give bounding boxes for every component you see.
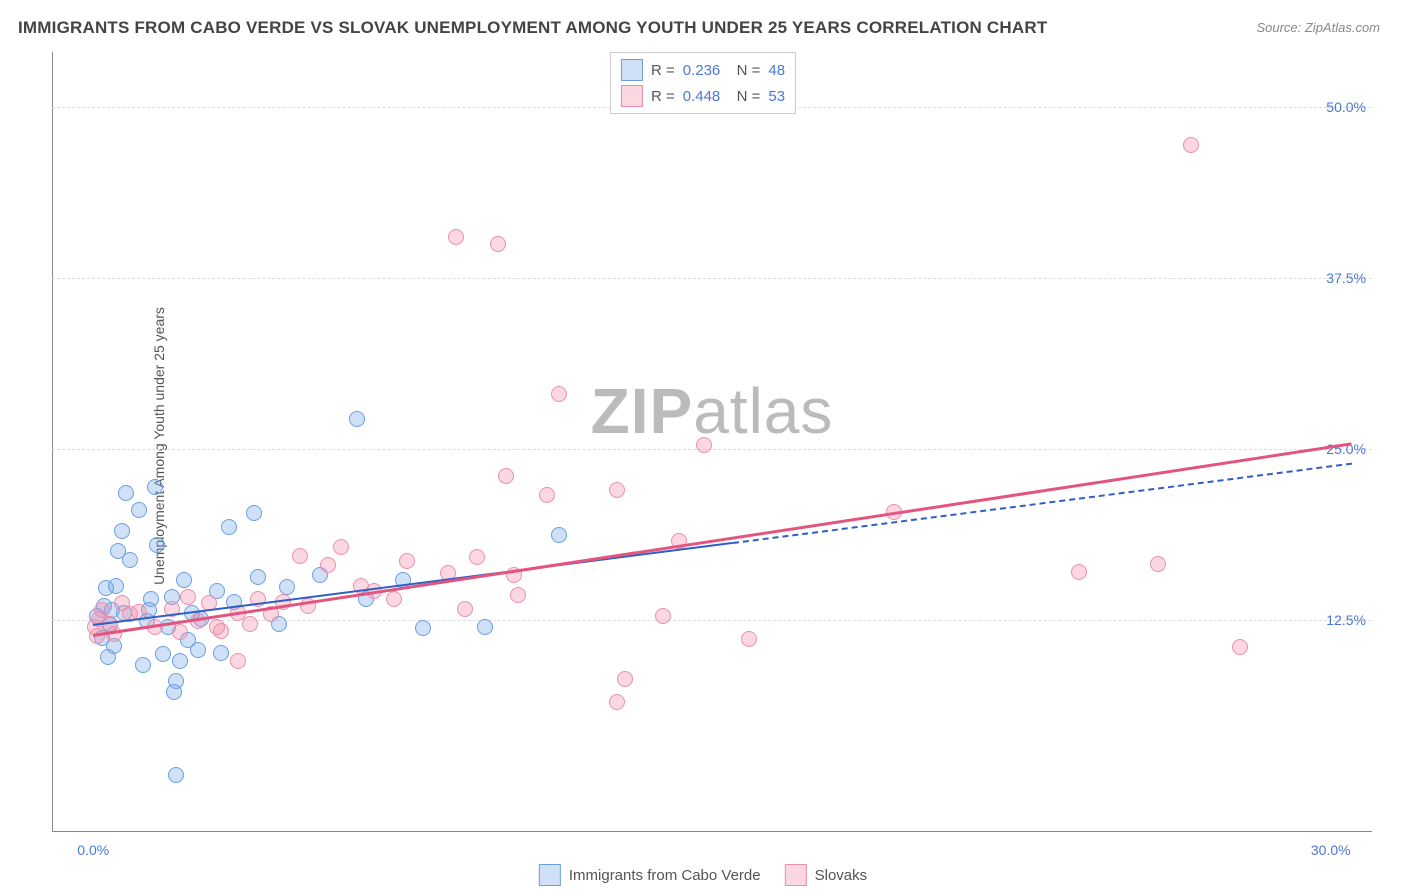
watermark: ZIPatlas bbox=[591, 374, 834, 448]
scatter-point bbox=[279, 579, 295, 595]
scatter-point bbox=[457, 601, 473, 617]
legend-n-value-b: 53 bbox=[768, 88, 785, 105]
scatter-point bbox=[172, 624, 188, 640]
scatter-point bbox=[135, 657, 151, 673]
correlation-legend: R = 0.236 N = 48 R = 0.448 N = 53 bbox=[610, 52, 796, 114]
legend-row-b: R = 0.448 N = 53 bbox=[621, 83, 785, 109]
scatter-point bbox=[230, 653, 246, 669]
scatter-point bbox=[609, 482, 625, 498]
legend-r-value-a: 0.236 bbox=[683, 62, 721, 79]
swatch-slovaks bbox=[621, 85, 643, 107]
scatter-point bbox=[655, 608, 671, 624]
y-tick-label: 37.5% bbox=[1326, 270, 1366, 286]
scatter-point bbox=[242, 616, 258, 632]
watermark-zip: ZIP bbox=[591, 375, 694, 447]
scatter-point bbox=[539, 487, 555, 503]
series-label-b: Slovaks bbox=[815, 867, 868, 884]
scatter-point bbox=[320, 557, 336, 573]
legend-r-label: R = bbox=[651, 88, 675, 105]
scatter-point bbox=[1150, 556, 1166, 572]
regression-dash bbox=[732, 463, 1351, 544]
legend-row-a: R = 0.236 N = 48 bbox=[621, 57, 785, 83]
legend-r-value-b: 0.448 bbox=[683, 88, 721, 105]
scatter-point bbox=[168, 767, 184, 783]
scatter-point bbox=[386, 591, 402, 607]
scatter-point bbox=[617, 671, 633, 687]
scatter-point bbox=[490, 236, 506, 252]
legend-n-label: N = bbox=[728, 88, 760, 105]
legend-n-value-a: 48 bbox=[768, 62, 785, 79]
grid-line bbox=[52, 449, 1372, 450]
swatch-cabo-verde bbox=[621, 59, 643, 81]
scatter-point bbox=[190, 642, 206, 658]
scatter-point bbox=[114, 523, 130, 539]
scatter-point bbox=[149, 537, 165, 553]
scatter-point bbox=[118, 485, 134, 501]
scatter-point bbox=[741, 631, 757, 647]
scatter-point bbox=[166, 684, 182, 700]
scatter-point bbox=[143, 591, 159, 607]
x-tick-label: 30.0% bbox=[1311, 842, 1351, 858]
y-tick-label: 12.5% bbox=[1326, 612, 1366, 628]
scatter-point bbox=[333, 539, 349, 555]
scatter-point bbox=[155, 646, 171, 662]
scatter-point bbox=[250, 569, 266, 585]
scatter-point bbox=[477, 619, 493, 635]
scatter-point bbox=[510, 587, 526, 603]
scatter-point bbox=[172, 653, 188, 669]
scatter-point bbox=[551, 386, 567, 402]
scatter-point bbox=[415, 620, 431, 636]
scatter-point bbox=[122, 552, 138, 568]
scatter-point bbox=[147, 479, 163, 495]
scatter-point bbox=[176, 572, 192, 588]
watermark-atlas: atlas bbox=[693, 375, 833, 447]
series-legend: Immigrants from Cabo Verde Slovaks bbox=[539, 864, 867, 886]
scatter-point bbox=[1183, 137, 1199, 153]
scatter-point bbox=[213, 645, 229, 661]
scatter-point bbox=[696, 437, 712, 453]
swatch-slovaks bbox=[785, 864, 807, 886]
source-label: Source: ZipAtlas.com bbox=[1256, 20, 1380, 35]
grid-line bbox=[52, 278, 1372, 279]
scatter-point bbox=[399, 553, 415, 569]
series-legend-item-a: Immigrants from Cabo Verde bbox=[539, 864, 761, 886]
legend-n-label: N = bbox=[728, 62, 760, 79]
y-axis-line bbox=[52, 52, 53, 832]
y-tick-label: 50.0% bbox=[1326, 99, 1366, 115]
series-legend-item-b: Slovaks bbox=[785, 864, 868, 886]
scatter-point bbox=[108, 578, 124, 594]
x-axis-line bbox=[52, 831, 1372, 832]
series-label-a: Immigrants from Cabo Verde bbox=[569, 867, 761, 884]
regression-line bbox=[93, 442, 1352, 637]
scatter-point bbox=[448, 229, 464, 245]
scatter-point bbox=[498, 468, 514, 484]
scatter-point bbox=[292, 548, 308, 564]
scatter-plot-area: ZIPatlas 12.5%25.0%37.5%50.0%0.0%30.0% bbox=[52, 52, 1372, 832]
scatter-point bbox=[349, 411, 365, 427]
legend-r-label: R = bbox=[651, 62, 675, 79]
scatter-point bbox=[469, 549, 485, 565]
chart-title: IMMIGRANTS FROM CABO VERDE VS SLOVAK UNE… bbox=[18, 18, 1047, 38]
scatter-point bbox=[1071, 564, 1087, 580]
scatter-point bbox=[246, 505, 262, 521]
scatter-point bbox=[609, 694, 625, 710]
swatch-cabo-verde bbox=[539, 864, 561, 886]
scatter-point bbox=[1232, 639, 1248, 655]
scatter-point bbox=[131, 502, 147, 518]
scatter-point bbox=[221, 519, 237, 535]
scatter-point bbox=[551, 527, 567, 543]
scatter-point bbox=[209, 619, 225, 635]
scatter-point bbox=[180, 589, 196, 605]
x-tick-label: 0.0% bbox=[77, 842, 109, 858]
